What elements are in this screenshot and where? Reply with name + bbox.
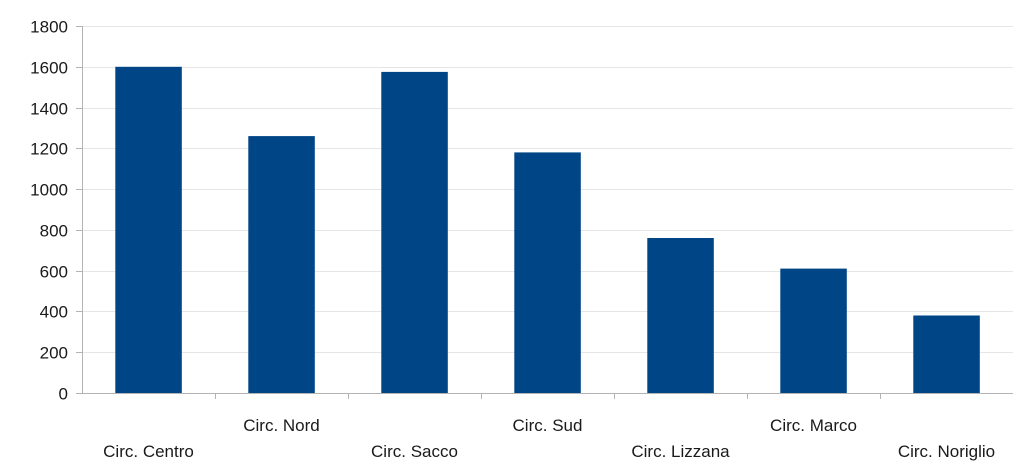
bar [647, 238, 714, 393]
y-tick-label: 1000 [30, 181, 68, 200]
y-tick-label: 0 [59, 385, 68, 404]
bar [248, 136, 315, 393]
x-category-label: Circ. Sud [513, 416, 583, 435]
y-tick-label: 1400 [30, 100, 68, 119]
y-tick-label: 1800 [30, 18, 68, 37]
y-tick-labels: 0 200 400 600 800 1000 1200 1400 1600 1800 [30, 18, 68, 404]
y-tick-label: 200 [40, 344, 68, 363]
x-category-label: Circ. Marco [770, 416, 857, 435]
bars [115, 66, 980, 394]
y-tick-label: 600 [40, 263, 68, 282]
bar [381, 71, 448, 394]
bar [780, 268, 847, 393]
axes [76, 26, 1013, 399]
x-category-labels: Circ. Centro Circ. Nord Circ. Sacco Circ. S… [103, 416, 995, 461]
x-category-label: Circ. Noriglio [898, 442, 995, 461]
y-tick-label: 1200 [30, 140, 68, 159]
y-tick-label: 1600 [30, 59, 68, 78]
x-category-label: Circ. Centro [103, 442, 194, 461]
y-tick-label: 800 [40, 222, 68, 241]
bar [514, 152, 581, 393]
bar [115, 66, 182, 394]
x-category-label: Circ. Sacco [371, 442, 458, 461]
bar [913, 315, 980, 393]
y-tick-label: 400 [40, 303, 68, 322]
x-category-label: Circ. Nord [243, 416, 320, 435]
x-category-label: Circ. Lizzana [631, 442, 730, 461]
